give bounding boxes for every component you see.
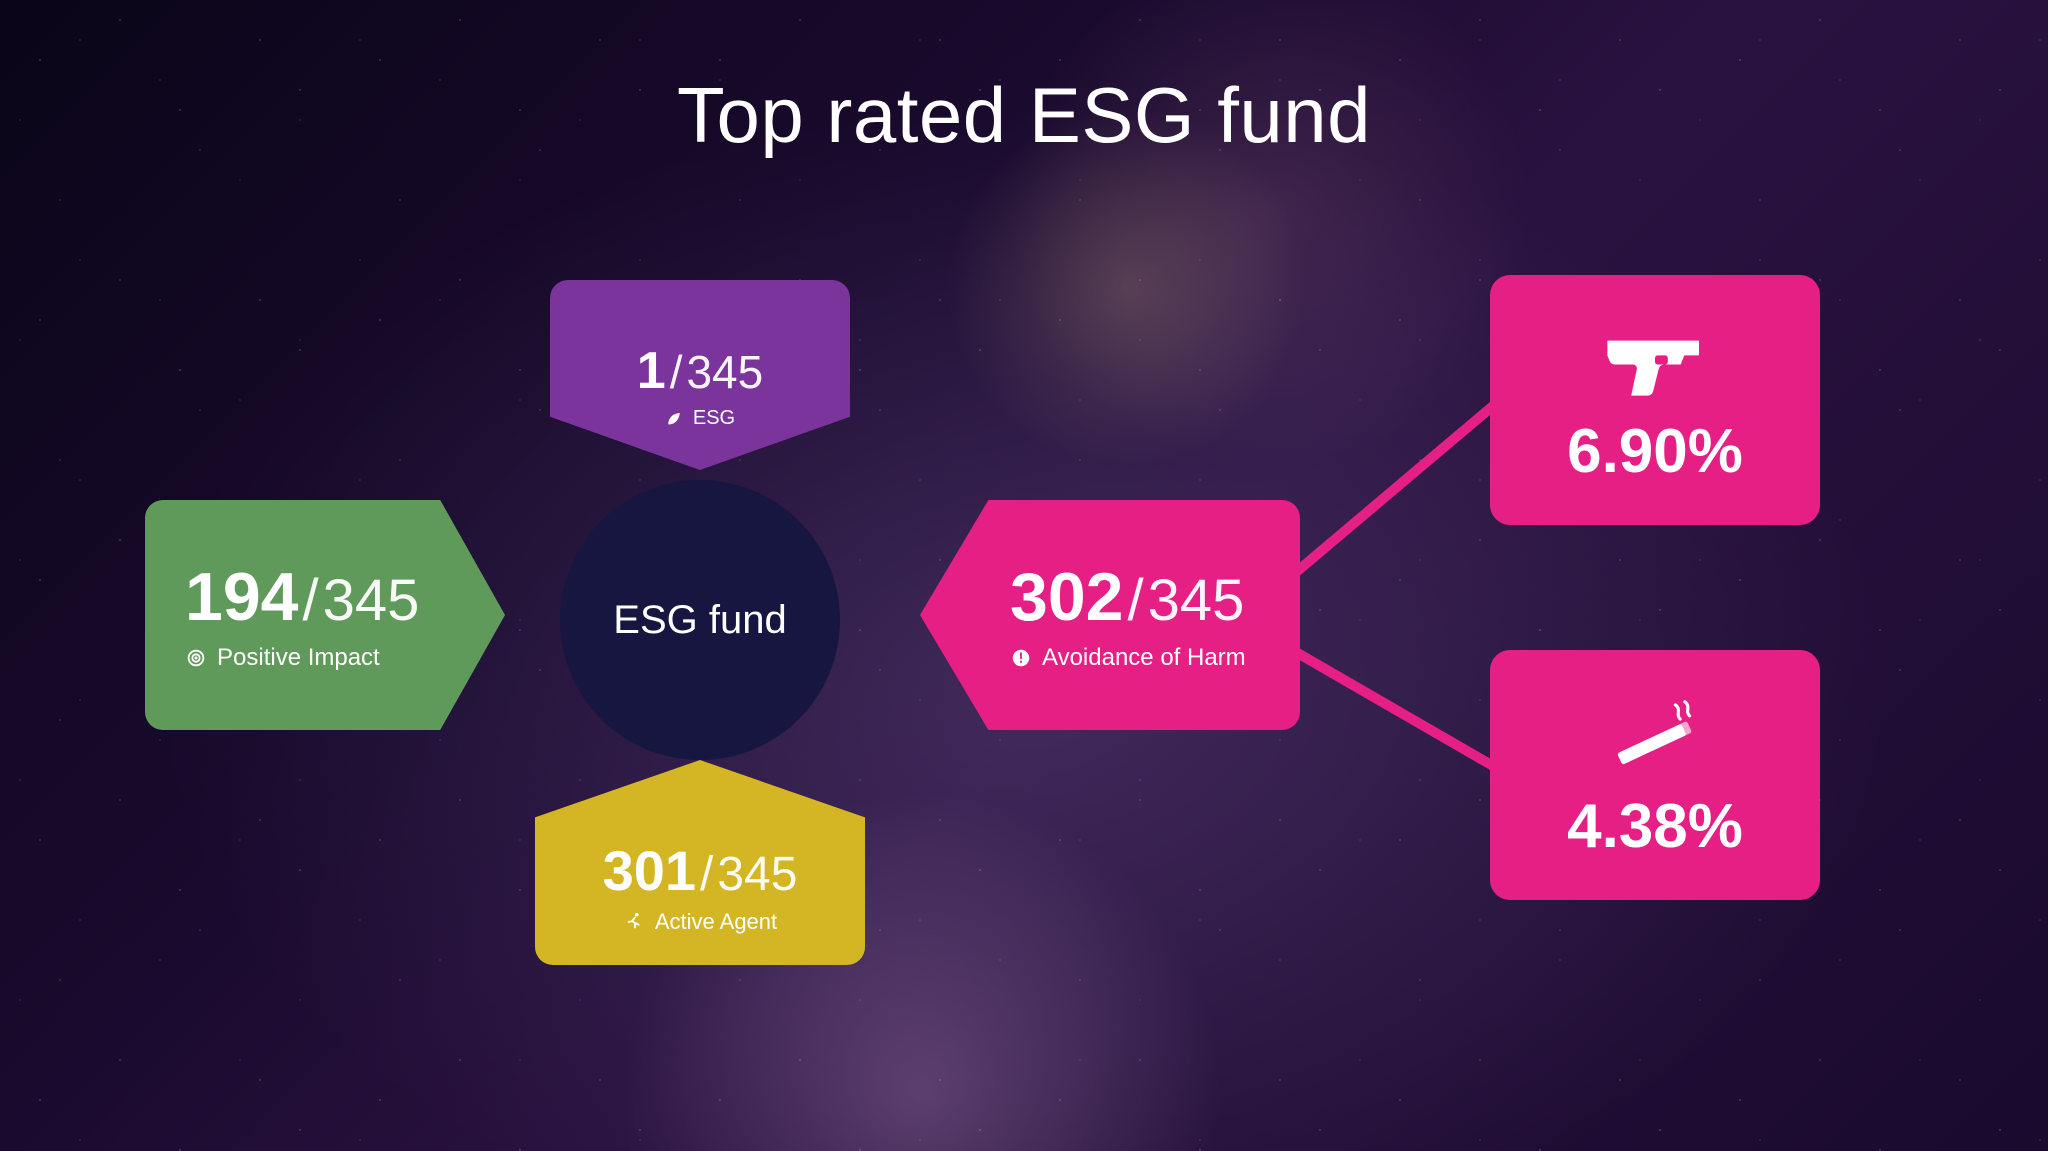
card-active-agent: 301 / 345 Active Agent bbox=[535, 760, 865, 965]
caption-label: Positive Impact bbox=[217, 644, 380, 672]
connector-top bbox=[1272, 396, 1503, 594]
cigarette-icon bbox=[1600, 689, 1710, 779]
diagram-stage: ESG fund 1 / 345 ESG 194 / 345 bbox=[0, 0, 2048, 1151]
detail-weapons: 6.90% bbox=[1490, 275, 1820, 525]
rank-row: 1 / 345 bbox=[637, 341, 763, 401]
target-icon bbox=[185, 647, 207, 669]
rank-row: 302 / 345 bbox=[1010, 558, 1300, 636]
caption-row: ESG bbox=[665, 407, 735, 430]
leaf-icon bbox=[665, 409, 683, 427]
connector-bottom bbox=[1272, 636, 1502, 775]
caption-row: Active Agent bbox=[623, 909, 777, 935]
caption-row: Avoidance of Harm bbox=[1010, 644, 1300, 672]
rank-total: 345 bbox=[1148, 567, 1245, 634]
caption-label: Active Agent bbox=[655, 909, 777, 935]
detail-value: 6.90% bbox=[1567, 416, 1743, 487]
caption-label: ESG bbox=[693, 407, 735, 430]
rank-slash: / bbox=[700, 847, 713, 902]
rank-slash: / bbox=[302, 567, 318, 634]
rank-value: 301 bbox=[603, 838, 696, 903]
rank-slash: / bbox=[1127, 567, 1143, 634]
rank-total: 345 bbox=[323, 567, 420, 634]
center-label: ESG fund bbox=[613, 597, 786, 643]
rank-value: 302 bbox=[1010, 558, 1123, 636]
card-positive-impact: 194 / 345 Positive Impact bbox=[145, 500, 505, 730]
rank-total: 345 bbox=[686, 345, 763, 399]
alert-icon bbox=[1010, 647, 1032, 669]
detail-tobacco: 4.38% bbox=[1490, 650, 1820, 900]
gun-icon bbox=[1600, 314, 1710, 404]
rank-row: 301 / 345 bbox=[603, 838, 798, 903]
rank-row: 194 / 345 bbox=[185, 558, 505, 636]
rank-value: 1 bbox=[637, 341, 666, 401]
detail-value: 4.38% bbox=[1567, 791, 1743, 862]
card-avoidance-of-harm: 302 / 345 Avoidance of Harm bbox=[920, 500, 1300, 730]
rank-value: 194 bbox=[185, 558, 298, 636]
center-circle: ESG fund bbox=[560, 480, 840, 760]
rank-slash: / bbox=[670, 345, 683, 399]
rank-total: 345 bbox=[717, 847, 797, 902]
caption-row: Positive Impact bbox=[185, 644, 505, 672]
caption-label: Avoidance of Harm bbox=[1042, 644, 1246, 672]
runner-icon bbox=[623, 911, 645, 933]
card-esg: 1 / 345 ESG bbox=[550, 280, 850, 470]
